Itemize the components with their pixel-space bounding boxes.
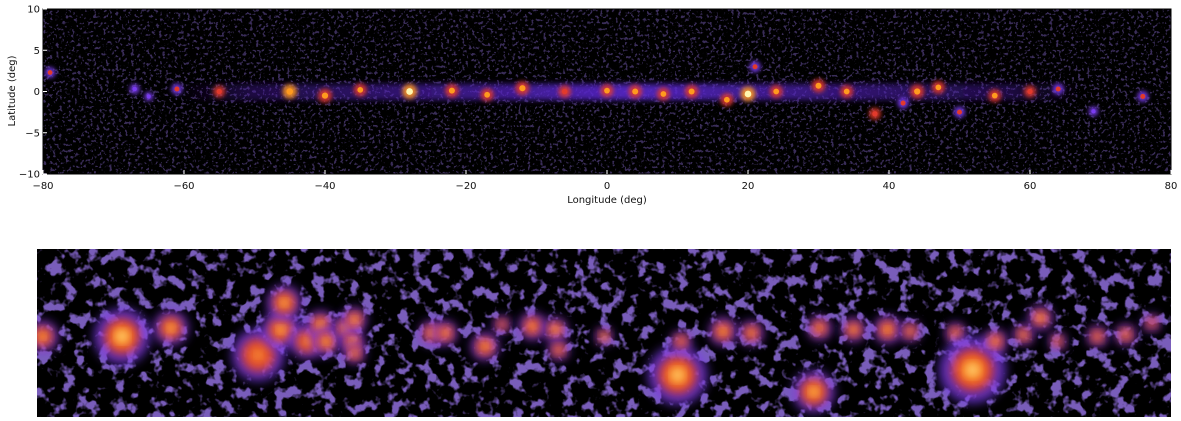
y-tick-label: −10 — [19, 170, 40, 181]
blob-core — [1150, 322, 1153, 324]
source-core — [1091, 109, 1096, 114]
blob-core — [602, 334, 606, 339]
x-tick-label: 80 — [1165, 181, 1178, 192]
source-core — [286, 88, 293, 95]
source-core — [688, 88, 695, 95]
blob-core — [323, 339, 329, 344]
source-core — [146, 94, 151, 99]
blob-core — [553, 327, 558, 332]
blob-core — [255, 352, 261, 358]
x-tick-label: −60 — [173, 181, 194, 192]
blob-core — [954, 331, 958, 335]
source-core — [1055, 86, 1061, 92]
source-core — [561, 88, 568, 95]
blob-core — [304, 339, 309, 344]
x-tick-label: 40 — [883, 181, 896, 192]
blob-core — [810, 388, 817, 395]
source-core — [216, 88, 222, 95]
y-axis: 10 5 0 −5 −10 — [19, 5, 47, 181]
source-core — [484, 91, 491, 98]
x-axis: −80 −60 −40 −20 0 20 40 60 80 — [32, 170, 1177, 192]
blob-core — [993, 339, 997, 344]
blob-core — [679, 340, 683, 343]
x-tick-label: 60 — [1024, 181, 1037, 192]
source-core — [406, 88, 413, 95]
source-core — [448, 87, 455, 94]
blob-core — [429, 331, 434, 335]
source-core — [914, 88, 921, 95]
blob-core — [281, 300, 287, 306]
source-core — [604, 87, 610, 94]
source-core — [519, 85, 526, 92]
source-core — [872, 111, 878, 117]
blob-core — [530, 324, 535, 329]
source-core — [843, 88, 850, 95]
blob-core — [117, 331, 127, 342]
y-axis-label: Latitude (deg) — [7, 55, 18, 126]
blob-core — [168, 325, 174, 331]
galactic-plane-map: −80 −60 −40 −20 0 20 40 60 80 10 5 0 −5 −10 Longitud… — [7, 5, 1177, 207]
blob-core — [749, 331, 754, 335]
blob-core — [967, 364, 978, 376]
source-core — [174, 86, 180, 92]
source-core — [723, 96, 730, 103]
zoomed-plane-map — [37, 249, 1171, 417]
blob-core — [352, 351, 357, 355]
source-core — [900, 100, 906, 106]
source-core — [815, 82, 822, 89]
source-core — [632, 88, 639, 95]
blob-core — [557, 348, 561, 352]
blob-core — [318, 322, 323, 327]
blob-core — [443, 331, 447, 335]
blob-core — [672, 370, 683, 380]
blob-core — [1038, 315, 1043, 320]
source-core — [773, 88, 780, 95]
source-core — [752, 64, 758, 70]
source-core — [47, 70, 53, 75]
blob-core — [40, 334, 45, 339]
blob-core — [720, 329, 726, 334]
y-tick-label: 10 — [27, 5, 40, 16]
x-tick-label: 20 — [742, 181, 755, 192]
blob-core — [885, 327, 890, 332]
x-tick-label: −80 — [32, 181, 53, 192]
blob-core — [851, 327, 856, 332]
blob-core — [500, 323, 503, 326]
extended-sources — [37, 285, 1161, 413]
blob-core — [1124, 333, 1128, 337]
x-tick-label: −40 — [314, 181, 335, 192]
source-core — [744, 90, 752, 98]
x-tick-label: 0 — [604, 181, 610, 192]
source-core — [132, 86, 137, 92]
blob-core — [908, 329, 912, 333]
source-core — [1027, 88, 1033, 95]
point-sources — [44, 61, 1149, 120]
source-core — [660, 91, 667, 97]
source-core — [991, 92, 998, 99]
source-core — [956, 109, 963, 115]
source-core — [321, 92, 329, 99]
x-tick-label: −20 — [455, 181, 476, 192]
blob-core — [1021, 333, 1026, 337]
blob-core — [350, 339, 355, 344]
source-core — [357, 86, 364, 93]
blob-core — [278, 326, 284, 333]
y-tick-label: 0 — [34, 87, 40, 98]
blob-core — [817, 326, 822, 330]
blob-core — [482, 344, 487, 349]
source-core — [1140, 93, 1146, 99]
source-core — [935, 84, 942, 91]
blob-core — [1056, 340, 1059, 343]
blob-core — [352, 317, 357, 322]
x-axis-label: Longitude (deg) — [567, 195, 647, 206]
y-tick-label: −5 — [25, 128, 40, 139]
y-tick-label: 5 — [34, 46, 40, 57]
blob-core — [1095, 334, 1099, 338]
